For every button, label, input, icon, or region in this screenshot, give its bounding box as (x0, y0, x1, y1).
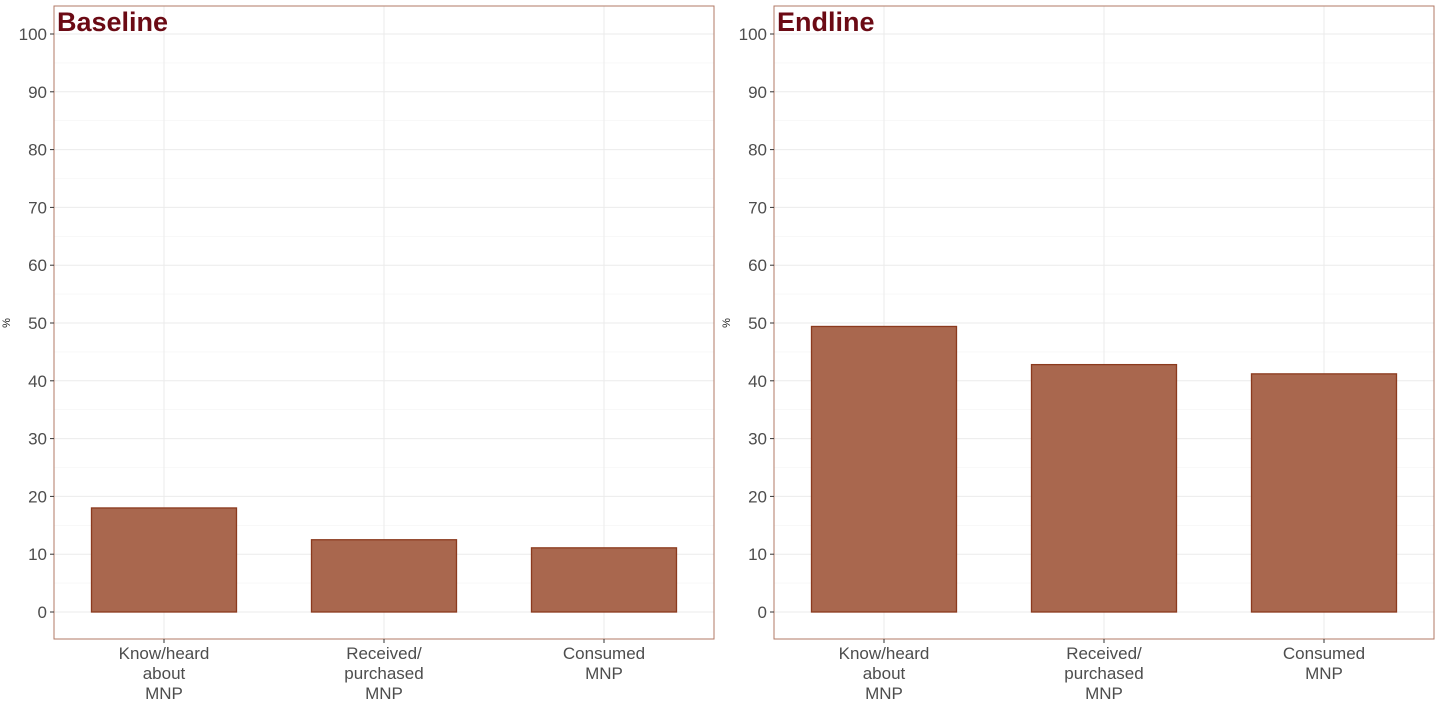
panel-title: Baseline (57, 7, 168, 37)
bar (1250, 373, 1398, 613)
y-tick-label: 60 (28, 256, 47, 275)
y-tick-label: 40 (748, 372, 767, 391)
y-tick-label: 90 (28, 83, 47, 102)
chart-panel-0: 0 10 20 30 40 50 60 70 80 90 100 Know/heard about MNP… (1, 5, 715, 703)
y-axis-label: % (1, 318, 13, 328)
y-tick-label: 50 (28, 314, 47, 333)
y-tick-label: 50 (748, 314, 767, 333)
bar (90, 507, 238, 613)
y-tick-label: 100 (739, 25, 767, 44)
bar (810, 325, 958, 613)
y-tick-label: 100 (19, 25, 47, 44)
x-tick-label: Received/purchased MNP (344, 644, 423, 703)
y-tick-label: 20 (28, 487, 47, 506)
bar (1030, 363, 1178, 613)
y-tick-label: 30 (748, 430, 767, 449)
y-tick-label: 90 (748, 83, 767, 102)
y-tick-label: 80 (28, 141, 47, 160)
y-tick-label: 20 (748, 487, 767, 506)
x-tick-label: Know/heard about MNP (839, 644, 930, 703)
bar (310, 539, 458, 613)
chart-panel-1: 0 10 20 30 40 50 60 70 80 90 100 Know/heard about MNP… (721, 5, 1435, 703)
y-tick-label: 30 (28, 430, 47, 449)
y-tick-label: 10 (748, 545, 767, 564)
y-tick-label: 80 (748, 141, 767, 160)
bar (530, 547, 678, 613)
y-tick-label: 70 (748, 198, 767, 217)
y-tick-label: 0 (38, 603, 47, 622)
y-axis-label: % (721, 318, 733, 328)
x-tick-label: Consumed MNP (563, 644, 645, 683)
y-tick-label: 0 (758, 603, 767, 622)
y-tick-label: 40 (28, 372, 47, 391)
x-tick-label: Received/purchased MNP (1064, 644, 1143, 703)
x-tick-label: Know/heard about MNP (119, 644, 210, 703)
x-tick-label: Consumed MNP (1283, 644, 1365, 683)
y-tick-label: 60 (748, 256, 767, 275)
panel-title: Endline (777, 7, 875, 37)
y-tick-label: 70 (28, 198, 47, 217)
y-tick-label: 10 (28, 545, 47, 564)
